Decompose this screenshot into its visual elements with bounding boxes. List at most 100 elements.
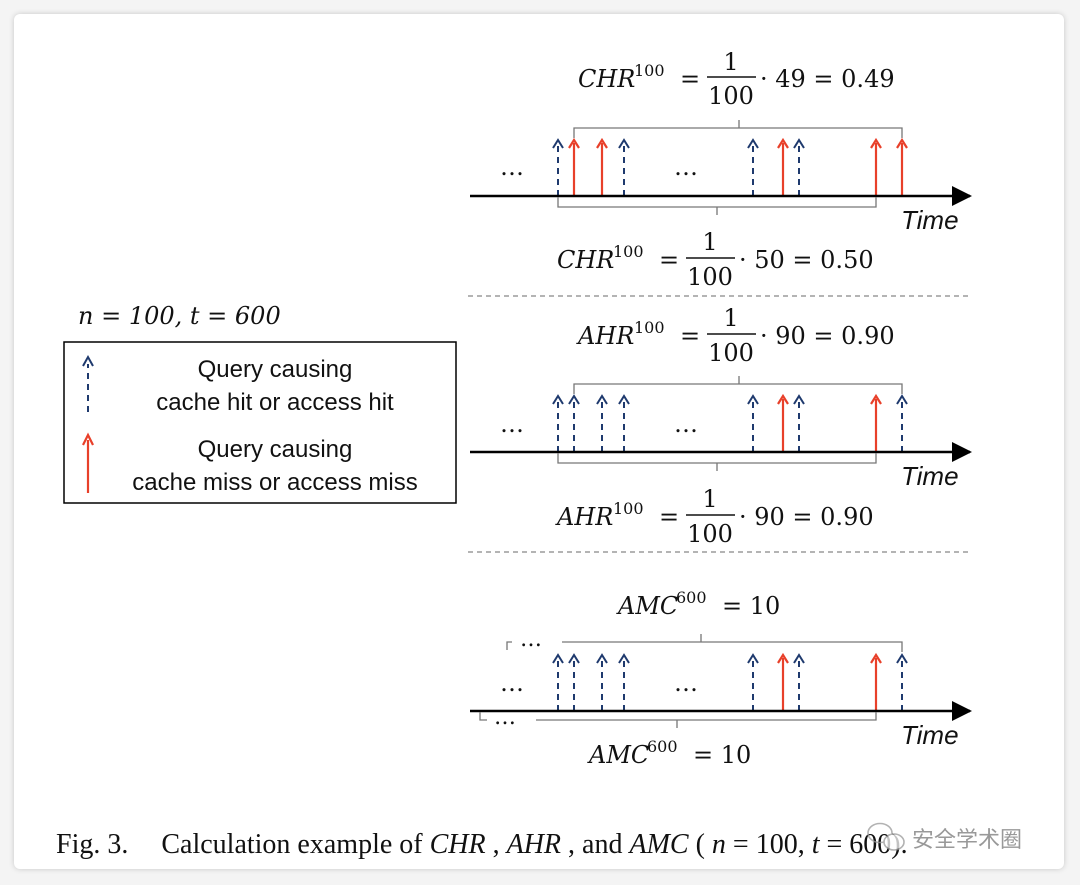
formula-lhs: CHR — [578, 65, 635, 93]
hit-query-arrow — [596, 653, 608, 711]
caption-sep: , — [493, 829, 507, 860]
svg-text:=: = — [659, 246, 679, 274]
chr-arrows — [552, 137, 908, 196]
caption-fig-number: Fig. 3. — [56, 829, 128, 860]
top-brace — [573, 120, 903, 138]
miss-query-arrow — [777, 137, 789, 196]
ellipsis: … — [500, 669, 524, 697]
formula-lhs: AHR — [555, 503, 613, 531]
panel-chr: CHR 100 = 1 100 · 49 = 0.49 … … Time CHR… — [470, 48, 972, 291]
formula-superscript: 100 — [634, 61, 665, 80]
time-label: Time — [901, 205, 959, 235]
ellipsis: … — [674, 410, 698, 438]
caption-amc: AMC — [627, 829, 688, 860]
top-brace — [573, 376, 903, 394]
formula-rest: = 10 — [693, 741, 751, 769]
formula-lhs: AHR — [576, 322, 634, 350]
formula-numerator: 1 — [723, 304, 738, 332]
legend-miss-line2: cache miss or access miss — [132, 469, 417, 496]
hit-query-arrow — [793, 394, 805, 452]
formula-numerator: 1 — [702, 228, 717, 256]
hit-query-arrow — [618, 394, 630, 452]
formula-denominator: 100 — [687, 263, 733, 291]
miss-query-arrow — [870, 652, 882, 711]
formula-lhs: AMC — [587, 741, 649, 769]
formula-lhs: AMC — [616, 592, 678, 620]
hit-query-arrow — [568, 653, 580, 711]
miss-query-arrow — [777, 393, 789, 452]
miss-query-arrow — [870, 393, 882, 452]
panel-amc: AMC 600 = 10 … … … Time … AMC 600 = 10 — [470, 588, 972, 769]
ellipsis: … — [520, 627, 542, 652]
ellipsis: … — [500, 153, 524, 181]
formula-superscript: 100 — [613, 499, 644, 518]
ahr-arrows — [552, 393, 908, 452]
formula-lhs: CHR — [557, 246, 614, 274]
formula-superscript: 600 — [676, 588, 707, 607]
formula-rest: · 50 = 0.50 — [739, 246, 874, 274]
ellipsis: … — [674, 669, 698, 697]
hit-query-arrow — [747, 394, 759, 452]
svg-text:=: = — [680, 65, 700, 93]
hit-query-arrow — [747, 138, 759, 196]
formula-denominator: 100 — [708, 339, 754, 367]
formula-superscript: 600 — [647, 737, 678, 756]
hit-query-arrow — [793, 653, 805, 711]
legend-hit-line2: cache hit or access hit — [156, 389, 394, 416]
formula-superscript: 100 — [613, 242, 644, 261]
hit-query-arrow — [896, 653, 908, 711]
chr-bottom-formula: CHR 100 = 1 100 · 50 = 0.50 — [557, 228, 874, 291]
ellipsis: … — [500, 410, 524, 438]
miss-query-arrow — [777, 652, 789, 711]
svg-text:CHR: CHR — [578, 65, 635, 93]
legend-miss-line1: Query causing — [198, 436, 353, 463]
hit-query-arrow — [618, 138, 630, 196]
top-brace — [506, 634, 903, 652]
caption-paren: ( — [696, 829, 705, 860]
formula-numerator: 1 — [723, 48, 738, 76]
watermark: 安全学术圈 — [867, 822, 1022, 853]
svg-text:=: = — [680, 322, 700, 350]
amc-top-formula: AMC 600 = 10 — [616, 588, 780, 620]
miss-query-arrow — [870, 137, 882, 196]
formula-rest: = 10 — [722, 592, 780, 620]
wechat-logo-icon — [867, 822, 905, 851]
legend-hit-arrow-icon — [82, 354, 94, 412]
formula-denominator: 100 — [708, 82, 754, 110]
caption-sep: , and — [568, 829, 629, 860]
bottom-brace — [557, 197, 877, 215]
chr-top-formula: CHR 100 = 1 100 · 49 = 0.49 — [578, 48, 895, 110]
legend: Query causing cache hit or access hit Qu… — [63, 341, 457, 504]
miss-query-arrow — [568, 137, 580, 196]
formula-rest: · 49 = 0.49 — [760, 65, 895, 93]
hit-query-arrow — [618, 653, 630, 711]
amc-bottom-formula: AMC 600 = 10 — [587, 737, 751, 769]
caption-text: Calculation example of — [161, 829, 429, 860]
hit-query-arrow — [552, 138, 564, 196]
figure-caption: Fig. 3. Calculation example of CHR , AHR… — [56, 829, 908, 860]
watermark-text: 安全学术圈 — [912, 828, 1022, 853]
legend-box — [63, 341, 457, 504]
time-label: Time — [901, 461, 959, 491]
hit-query-arrow — [747, 653, 759, 711]
hit-query-arrow — [568, 394, 580, 452]
formula-rest: · 90 = 0.90 — [760, 322, 895, 350]
params-label: n = 100, t = 600 — [78, 302, 281, 330]
miss-query-arrow — [596, 137, 608, 196]
formula-numerator: 1 — [702, 485, 717, 513]
hit-query-arrow — [552, 653, 564, 711]
figure-card — [14, 14, 1064, 869]
legend-hit-line1: Query causing — [198, 356, 353, 383]
caption-t: t — [812, 829, 821, 860]
hit-query-arrow — [896, 394, 908, 452]
caption-ahr: AHR — [505, 829, 561, 860]
caption-mid: = 100, — [733, 829, 812, 860]
ahr-bottom-formula: AHR 100 = 1 100 · 90 = 0.90 — [555, 485, 874, 548]
bottom-brace — [557, 453, 877, 471]
svg-text:=: = — [659, 503, 679, 531]
hit-query-arrow — [552, 394, 564, 452]
formula-rest: · 90 = 0.90 — [739, 503, 874, 531]
time-label: Time — [901, 720, 959, 750]
hit-query-arrow — [596, 394, 608, 452]
